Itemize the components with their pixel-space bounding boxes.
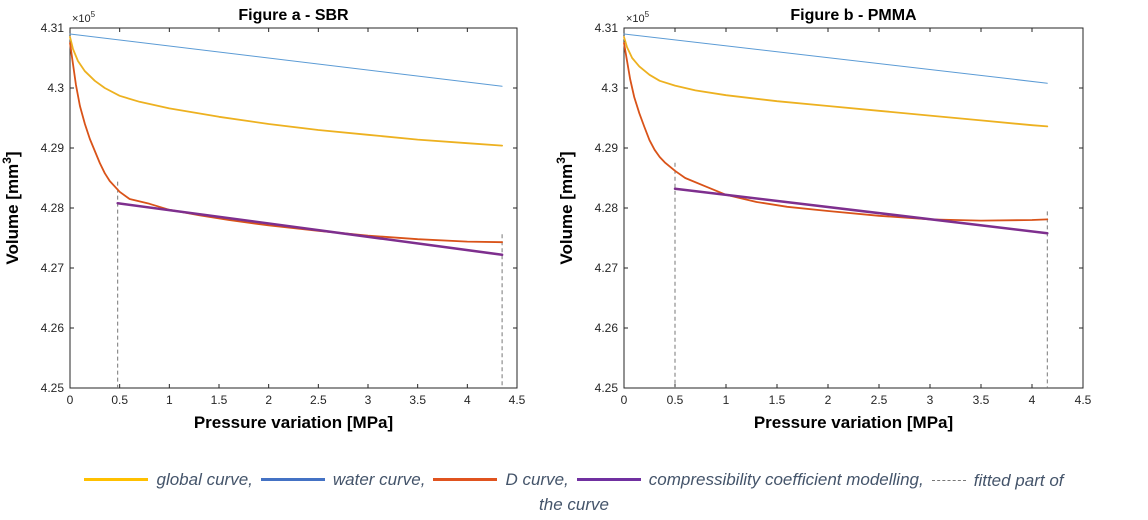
legend-label-model: compressibility coefficient modelling, — [648, 469, 924, 489]
y-exponent-label: ×105 — [626, 10, 650, 25]
plot-area — [69, 27, 518, 389]
y-tick-label: 4.26 — [41, 321, 65, 335]
x-tick-label: 1 — [723, 393, 730, 407]
x-tick-label: 2 — [825, 393, 832, 407]
chart-figure-a: 0 0.5 1 1.5 2 2.5 3 3.5 4 4.5 4.25 4.26 4.27 4.28 4.29… — [0, 7, 526, 432]
legend-swatch-fit — [931, 480, 966, 481]
x-tick-label: 2 — [265, 393, 272, 407]
x-tick-label: 4 — [1029, 393, 1036, 407]
x-tick-label: 1.5 — [211, 393, 228, 407]
legend-label-water: water curve, — [332, 469, 426, 489]
legend-label-fit: fitted part of — [973, 470, 1064, 490]
charts-canvas: 0 0.5 1 1.5 2 2.5 3 3.5 4 4.5 4.25 4.26 4.27 4.28 4.29… — [0, 7, 1092, 432]
y-tick-label: 4.28 — [41, 201, 65, 215]
x-tick-label: 2.5 — [310, 393, 327, 407]
series-line-water — [69, 33, 503, 87]
series-line-model — [116, 201, 504, 257]
legend-line-1: global curve, water curve, D curve, compres… — [0, 464, 1148, 493]
x-tick-label: 2.5 — [871, 393, 888, 407]
x-axis-label: Pressure variation [MPa] — [194, 413, 393, 432]
y-tick-label: 4.3 — [47, 81, 64, 95]
y-tick-label: 4.27 — [595, 261, 619, 275]
y-tick-label: 4.29 — [41, 141, 65, 155]
y-tick-label: 4.31 — [595, 21, 619, 35]
y-exponent-label: ×105 — [72, 10, 96, 25]
legend-item-water: water curve, — [260, 468, 426, 492]
legend-swatch-global — [84, 478, 149, 481]
y-tick-label: 4.28 — [595, 201, 619, 215]
series-line-global — [69, 36, 504, 147]
chart-title: Figure a - SBR — [238, 7, 349, 24]
legend-item-global: global curve, — [84, 468, 253, 492]
legend-label-global: global curve, — [156, 469, 253, 489]
y-tick-label: 4.29 — [595, 141, 619, 155]
x-axis-label: Pressure variation [MPa] — [754, 413, 953, 432]
x-tick-label: 4.5 — [1075, 393, 1092, 407]
y-axis-label: Volume [mm3] — [554, 151, 576, 264]
y-tick-label: 4.27 — [41, 261, 65, 275]
x-tick-label: 3 — [927, 393, 934, 407]
x-tick-label: 0.5 — [111, 393, 128, 407]
x-tick-label: 4.5 — [509, 393, 526, 407]
x-tick-label: 1.5 — [769, 393, 786, 407]
legend-swatch-water — [260, 478, 325, 481]
x-tick-label: 3 — [365, 393, 372, 407]
legend-label-d: D curve, — [505, 469, 569, 489]
x-tick-label: 3.5 — [409, 393, 426, 407]
y-tick-label: 4.26 — [595, 321, 619, 335]
legend-item-model: compressibility coefficient modelling, — [576, 468, 924, 492]
y-tick-label: 4.25 — [595, 381, 619, 395]
x-tick-label: 3.5 — [973, 393, 990, 407]
legend-item-d: D curve, — [433, 468, 569, 492]
series-line-model — [673, 187, 1049, 235]
x-tick-label: 0 — [67, 393, 74, 407]
y-tick-label: 4.31 — [41, 21, 65, 35]
legend-line-2: the curve — [539, 494, 609, 514]
y-axis-label: Volume [mm3] — [0, 151, 22, 264]
y-tick-label: 4.25 — [41, 381, 65, 395]
x-tick-label: 0.5 — [667, 393, 684, 407]
x-tick-label: 0 — [621, 393, 628, 407]
series-line-global — [623, 36, 1049, 128]
x-tick-label: 4 — [464, 393, 471, 407]
legend: global curve, water curve, D curve, compres… — [0, 464, 1148, 517]
legend-swatch-d — [433, 478, 498, 481]
x-tick-label: 1 — [166, 393, 173, 407]
series-line-water — [623, 33, 1048, 84]
y-tick-label: 4.3 — [601, 81, 618, 95]
chart-figure-b: 0 0.5 1 1.5 2 2.5 3 3.5 4 4.5 4.25 4.26 4.27 4.28 4.29… — [554, 7, 1092, 432]
chart-title: Figure b - PMMA — [790, 7, 917, 24]
plot-area — [623, 27, 1084, 389]
series-line-d — [623, 42, 1049, 222]
legend-item-fit: fitted part of — [931, 469, 1064, 493]
legend-swatch-model — [576, 478, 641, 481]
